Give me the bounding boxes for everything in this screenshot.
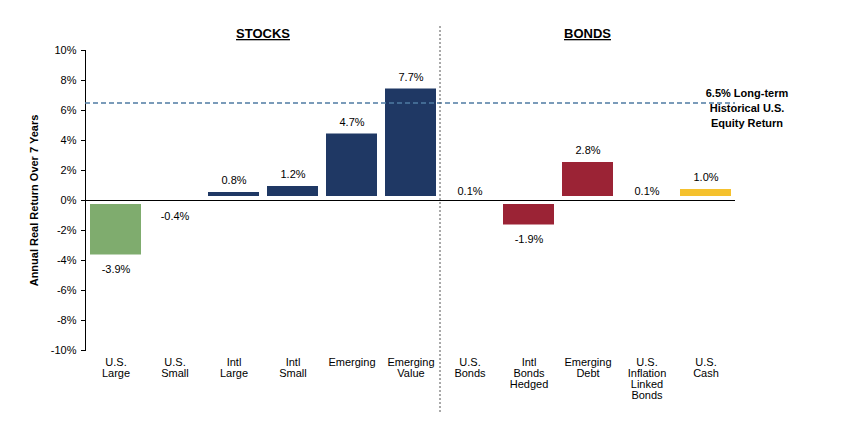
- svg-text:IntlLarge: IntlLarge: [220, 356, 248, 379]
- svg-text:2.8%: 2.8%: [575, 144, 600, 156]
- svg-text:U.S.InflationLinkedBonds: U.S.InflationLinkedBonds: [628, 356, 667, 401]
- svg-text:-0.4%: -0.4%: [161, 210, 190, 222]
- svg-text:7.7%: 7.7%: [398, 71, 423, 83]
- svg-text:IntlSmall: IntlSmall: [279, 356, 307, 379]
- svg-text:Emerging: Emerging: [328, 356, 375, 368]
- svg-text:U.S.Cash: U.S.Cash: [693, 356, 719, 379]
- svg-text:0.8%: 0.8%: [221, 174, 246, 186]
- svg-text:Annual Real Return Over 7 Year: Annual Real Return Over 7 Years: [28, 115, 40, 287]
- svg-text:-1.9%: -1.9%: [515, 233, 544, 245]
- svg-text:1.0%: 1.0%: [693, 171, 718, 183]
- svg-text:EmergingDebt: EmergingDebt: [564, 356, 611, 379]
- svg-text:4.7%: 4.7%: [339, 116, 364, 128]
- svg-text:BONDS: BONDS: [564, 26, 611, 41]
- svg-text:U.S.Large: U.S.Large: [102, 356, 130, 379]
- svg-text:0%: 0%: [61, 194, 77, 206]
- svg-text:U.S.Bonds: U.S.Bonds: [454, 356, 486, 379]
- svg-text:U.S.Small: U.S.Small: [161, 356, 189, 379]
- svg-text:0.1%: 0.1%: [457, 185, 482, 197]
- svg-text:2%: 2%: [61, 164, 77, 176]
- svg-text:-3.9%: -3.9%: [102, 263, 131, 275]
- svg-text:-10%: -10%: [51, 344, 77, 356]
- svg-text:IntlBondsHedged: IntlBondsHedged: [510, 356, 549, 390]
- svg-text:-8%: -8%: [57, 314, 77, 326]
- svg-text:1.2%: 1.2%: [280, 168, 305, 180]
- svg-text:10%: 10%: [54, 44, 76, 56]
- svg-text:-2%: -2%: [57, 224, 77, 236]
- svg-text:6%: 6%: [61, 104, 77, 116]
- svg-text:8%: 8%: [61, 74, 77, 86]
- svg-text:EmergingValue: EmergingValue: [387, 356, 434, 379]
- svg-text:-4%: -4%: [57, 254, 77, 266]
- svg-text:-6%: -6%: [57, 284, 77, 296]
- svg-text:STOCKS: STOCKS: [236, 26, 290, 41]
- svg-text:6.5% Long-termHistorical U.S.E: 6.5% Long-termHistorical U.S.Equity Retu…: [706, 87, 789, 129]
- svg-text:4%: 4%: [61, 134, 77, 146]
- svg-text:0.1%: 0.1%: [634, 185, 659, 197]
